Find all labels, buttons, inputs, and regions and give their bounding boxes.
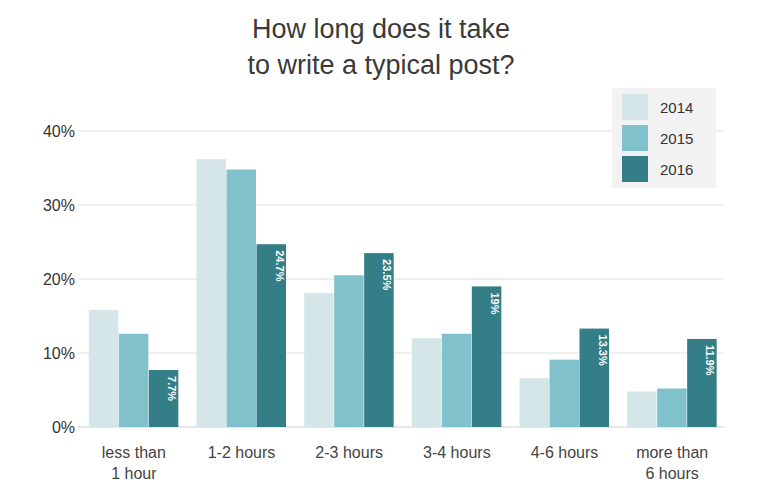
chart-title: How long does it taketo write a typical … [247,14,514,80]
data-label: 23.5% [381,259,393,290]
bar [119,334,149,427]
bar [334,275,364,427]
data-label: 13.3% [597,335,609,366]
y-tick-label: 30% [43,197,75,214]
y-tick-label: 10% [43,345,75,362]
y-tick-label: 20% [43,271,75,288]
x-tick-label: 1-2 hours [208,444,276,461]
legend-box [612,88,716,188]
x-tick-label: 2-3 hours [315,444,383,461]
bar [89,310,119,427]
grid-line [78,205,724,206]
grid-line [78,279,724,280]
bars [89,159,717,427]
legend-label: 2015 [660,130,693,147]
grid [78,131,724,427]
legend-swatch [622,156,648,182]
y-tick-label: 40% [43,123,75,140]
chart: How long does it taketo write a typical … [0,0,762,485]
data-label: 19% [489,292,501,314]
legend-swatch [622,125,648,151]
legend: 2014 2015 2016 [612,88,716,188]
bar [197,159,227,427]
bar [520,378,550,427]
bar [364,253,394,427]
bar [149,370,179,427]
legend-label: 2016 [660,161,693,178]
bar [580,329,610,427]
legend-swatch [622,94,648,120]
data-label: 11.9% [704,345,716,376]
grid-line [78,353,724,354]
y-tick-label: 0% [52,419,75,436]
data-label: 24.7% [274,250,286,281]
bar [550,360,580,427]
bar [257,244,287,427]
x-tick-label: 3-4 hours [423,444,491,461]
x-tick-label: less than1 hour [102,444,166,482]
bar [657,389,687,427]
bar [687,339,717,427]
x-tick-label: 4-6 hours [531,444,599,461]
bar [412,338,442,427]
bar [472,286,502,427]
bar [227,169,257,427]
bar [627,391,657,427]
data-label: 7.7% [166,376,178,401]
bar [442,334,472,427]
legend-label: 2014 [660,99,693,116]
x-tick-label: more than6 hours [636,444,708,482]
bar [304,293,334,427]
